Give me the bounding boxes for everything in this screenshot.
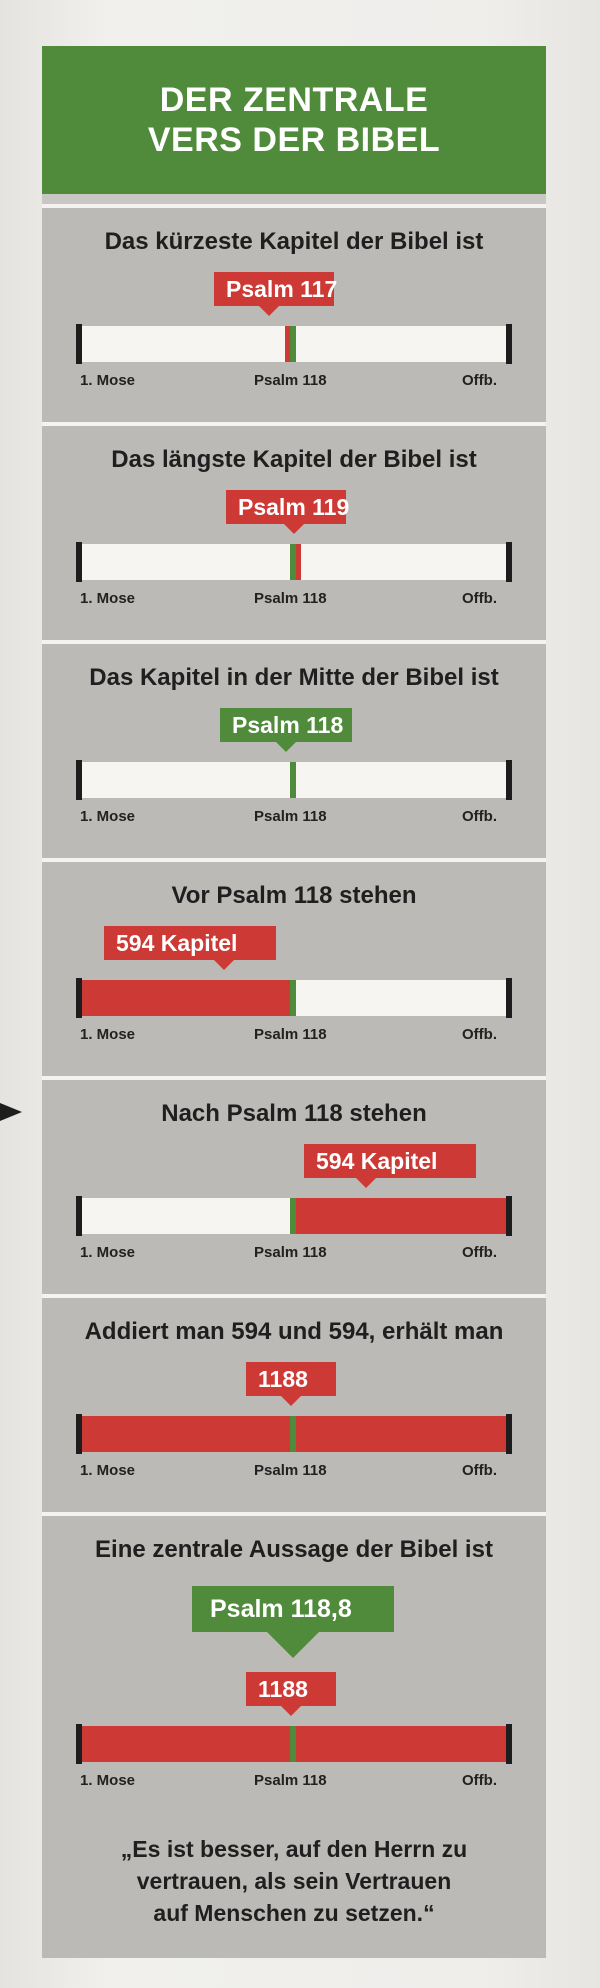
panel-shortest-chapter: Das kürzeste Kapitel der Bibel ist Psalm… <box>42 204 546 422</box>
bar-start-cap <box>76 324 82 364</box>
bar-start-cap <box>76 978 82 1018</box>
axis-label-middle: Psalm 118 <box>254 808 327 825</box>
bar-fill-before <box>79 980 290 1016</box>
bar-middle-marker <box>290 326 296 362</box>
axis-label-end: Offb. <box>462 1026 497 1043</box>
bar-marker-psalm-117 <box>285 326 290 362</box>
axis-label-middle: Psalm 118 <box>254 1772 327 1789</box>
panel-title: Das längste Kapitel der Bibel ist <box>111 446 477 473</box>
panel-title: Das kürzeste Kapitel der Bibel ist <box>104 228 484 255</box>
axis-label-middle: Psalm 118 <box>254 1244 327 1261</box>
label-594-chapters-before: 594 Kapitel <box>104 926 276 960</box>
bar-start-cap <box>76 760 82 800</box>
label-psalm-118: Psalm 118 <box>220 708 352 742</box>
bar-middle-marker <box>290 1416 296 1452</box>
label-psalm-119: Psalm 119 <box>226 490 349 524</box>
axis-label-start: 1. Mose <box>80 1026 136 1043</box>
axis-label-middle: Psalm 118 <box>254 1462 327 1479</box>
infographic-header: DER ZENTRALE VERS DER BIBEL <box>42 46 546 194</box>
quote-line-2: vertrauen, als sein Vertrauen <box>136 1868 452 1894</box>
bar-middle-marker <box>290 762 296 798</box>
header-title-line-2: VERS DER BIBEL <box>147 121 441 159</box>
bar-end-cap <box>506 1196 512 1236</box>
quote-line-1: „Es ist besser, auf den Herrn zu <box>120 1836 468 1862</box>
bar-end-cap <box>506 324 512 364</box>
label-psalm-117: Psalm 117 <box>214 272 337 306</box>
panel-title: Vor Psalm 118 stehen <box>171 882 417 909</box>
axis-label-end: Offb. <box>462 1244 497 1261</box>
panel-title: Nach Psalm 118 stehen <box>161 1100 427 1127</box>
bar-end-cap <box>506 542 512 582</box>
panel-title: Eine zentrale Aussage der Bibel ist <box>95 1536 493 1563</box>
label-1188-verse: 1188 <box>246 1672 336 1706</box>
timeline-bar <box>76 542 512 582</box>
bar-end-cap <box>506 760 512 800</box>
bar-marker-psalm-119 <box>296 544 301 580</box>
panel-sum: Addiert man 594 und 594, erhält man 1188… <box>42 1294 546 1512</box>
bar-start-cap <box>76 1414 82 1454</box>
panel-central-statement: Eine zentrale Aussage der Bibel ist Psal… <box>42 1512 546 1958</box>
timeline-bar <box>76 978 512 1018</box>
bar-middle-marker <box>290 544 296 580</box>
infographic: DER ZENTRALE VERS DER BIBEL Das kürzeste… <box>42 46 546 1958</box>
bar-start-cap <box>76 1196 82 1236</box>
timeline-bar <box>76 324 512 364</box>
axis-label-start: 1. Mose <box>80 590 136 607</box>
bar-end-cap <box>506 1724 512 1764</box>
panel-title: Addiert man 594 und 594, erhält man <box>84 1318 504 1345</box>
timeline-bar <box>76 1196 512 1236</box>
label-1188-sum: 1188 <box>246 1362 336 1396</box>
axis-label-end: Offb. <box>462 372 497 389</box>
axis-label-end: Offb. <box>462 590 497 607</box>
bar-middle-marker <box>290 1198 296 1234</box>
panel-chapters-after: Nach Psalm 118 stehen 594 Kapitel 1. Mos… <box>42 1076 546 1294</box>
axis-label-end: Offb. <box>462 1462 497 1479</box>
timeline-bar <box>76 1724 512 1764</box>
axis-label-start: 1. Mose <box>80 1462 136 1479</box>
axis-label-middle: Psalm 118 <box>254 590 327 607</box>
bar-start-cap <box>76 1724 82 1764</box>
axis-label-middle: Psalm 118 <box>254 1026 327 1043</box>
bar-fill-after <box>296 1198 509 1234</box>
axis-label-start: 1. Mose <box>80 372 136 389</box>
bar-middle-marker <box>290 1726 296 1762</box>
bar-start-cap <box>76 542 82 582</box>
timeline-bar <box>76 1414 512 1454</box>
panel-middle-chapter: Das Kapitel in der Mitte der Bibel ist P… <box>42 640 546 858</box>
timeline-bar <box>76 760 512 800</box>
callout-psalm-118-8: Psalm 118,8 <box>192 1586 394 1632</box>
axis-label-middle: Psalm 118 <box>254 372 327 389</box>
panel-longest-chapter: Das längste Kapitel der Bibel ist Psalm … <box>42 422 546 640</box>
bar-end-cap <box>506 978 512 1018</box>
panel-chapters-before: Vor Psalm 118 stehen 594 Kapitel 1. Mose… <box>42 858 546 1076</box>
panel-title: Das Kapitel in der Mitte der Bibel ist <box>89 664 499 691</box>
header-title-line-1: DER ZENTRALE <box>159 81 429 119</box>
axis-label-end: Offb. <box>462 808 497 825</box>
axis-label-start: 1. Mose <box>80 1772 136 1789</box>
label-594-chapters-after: 594 Kapitel <box>304 1144 476 1178</box>
bar-middle-marker <box>290 980 296 1016</box>
axis-label-start: 1. Mose <box>80 1244 136 1261</box>
bar-end-cap <box>506 1414 512 1454</box>
quote-line-3: auf Menschen zu setzen.“ <box>153 1900 435 1926</box>
page-arrow-marker <box>0 1103 22 1121</box>
axis-label-start: 1. Mose <box>80 808 136 825</box>
axis-label-end: Offb. <box>462 1772 497 1789</box>
